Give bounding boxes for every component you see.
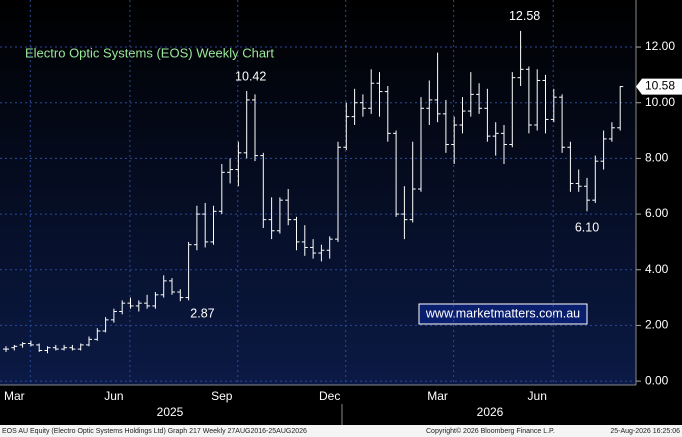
footer-strip bbox=[0, 425, 682, 437]
y-tick-label: 2.00 bbox=[645, 318, 669, 332]
x-tick-label: Sep bbox=[211, 389, 233, 403]
y-tick-label: 8.00 bbox=[645, 151, 669, 165]
x-axis-panel bbox=[0, 385, 636, 425]
footer-center: Copyright© 2026 Bloomberg Finance L.P. bbox=[426, 427, 555, 435]
x-group-label: 2026 bbox=[477, 405, 504, 419]
axis-panel bbox=[636, 0, 682, 425]
x-group-label: 2025 bbox=[157, 405, 184, 419]
x-tick-label: Mar bbox=[4, 389, 25, 403]
y-tick-label: 10.00 bbox=[645, 95, 675, 109]
x-tick-label: Dec bbox=[319, 389, 340, 403]
annotation: 12.58 bbox=[509, 9, 540, 23]
watermark-box bbox=[418, 303, 588, 325]
y-tick-label: 6.00 bbox=[645, 206, 669, 220]
last-price-box bbox=[636, 78, 682, 95]
y-tick-label: 4.00 bbox=[645, 262, 669, 276]
x-tick-label: Mar bbox=[427, 389, 448, 403]
last-price-label: 10.58 bbox=[645, 79, 675, 93]
chart-title: Electro Optic Systems (EOS) Weekly Chart bbox=[25, 45, 274, 60]
watermark: www.marketmatters.com.au bbox=[425, 306, 580, 320]
x-tick-label: Jun bbox=[528, 389, 547, 403]
y-tick-label: 0.00 bbox=[645, 373, 669, 387]
footer-left: EOS AU Equity (Electro Optic Systems Hol… bbox=[2, 428, 307, 435]
footer-right: 25-Aug-2026 16:25:06 bbox=[610, 428, 680, 435]
y-tick-label: 12.00 bbox=[645, 39, 675, 53]
annotation: 10.42 bbox=[235, 69, 266, 83]
x-tick-label: Jun bbox=[104, 389, 123, 403]
annotation: 2.87 bbox=[190, 307, 214, 321]
annotation: 6.10 bbox=[575, 221, 599, 235]
